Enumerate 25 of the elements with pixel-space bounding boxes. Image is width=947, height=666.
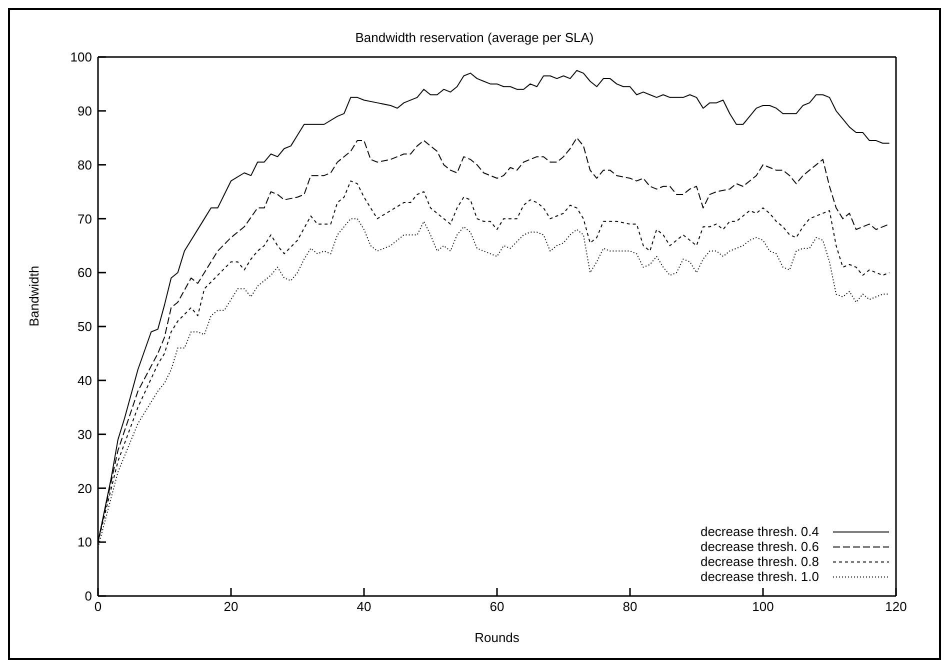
legend-label: decrease thresh. 0.6 xyxy=(700,539,819,554)
y-tick-label: 0 xyxy=(84,588,92,604)
x-tick-label: 60 xyxy=(490,599,504,614)
legend-label: decrease thresh. 0.8 xyxy=(700,554,819,569)
y-tick-label: 30 xyxy=(78,426,92,442)
y-tick-label: 60 xyxy=(78,265,92,280)
y-tick-label: 70 xyxy=(78,211,92,226)
y-axis-title: Bandwidth xyxy=(26,266,42,326)
y-tick-label: 40 xyxy=(78,373,92,388)
x-tick-label: 100 xyxy=(752,599,774,614)
legend-label: decrease thresh. 0.4 xyxy=(700,524,819,539)
y-tick-label: 100 xyxy=(70,50,92,65)
y-tick-label: 90 xyxy=(78,104,92,119)
x-tick-label: 80 xyxy=(622,599,638,614)
y-tick-label: 10 xyxy=(78,534,92,550)
y-tick-label: 80 xyxy=(78,157,92,172)
chart-title: Bandwidth reservation (average per SLA) xyxy=(354,30,595,45)
x-tick-label: 40 xyxy=(356,599,372,614)
x-tick-label: 120 xyxy=(885,599,907,614)
legend-label: decrease thresh. 1.0 xyxy=(700,569,819,584)
x-axis-title: Rounds xyxy=(474,630,520,645)
y-tick-label: 50 xyxy=(78,319,92,334)
x-tick-label: 20 xyxy=(224,599,238,614)
y-tick-label: 20 xyxy=(78,480,92,496)
x-tick-label: 0 xyxy=(94,599,102,614)
